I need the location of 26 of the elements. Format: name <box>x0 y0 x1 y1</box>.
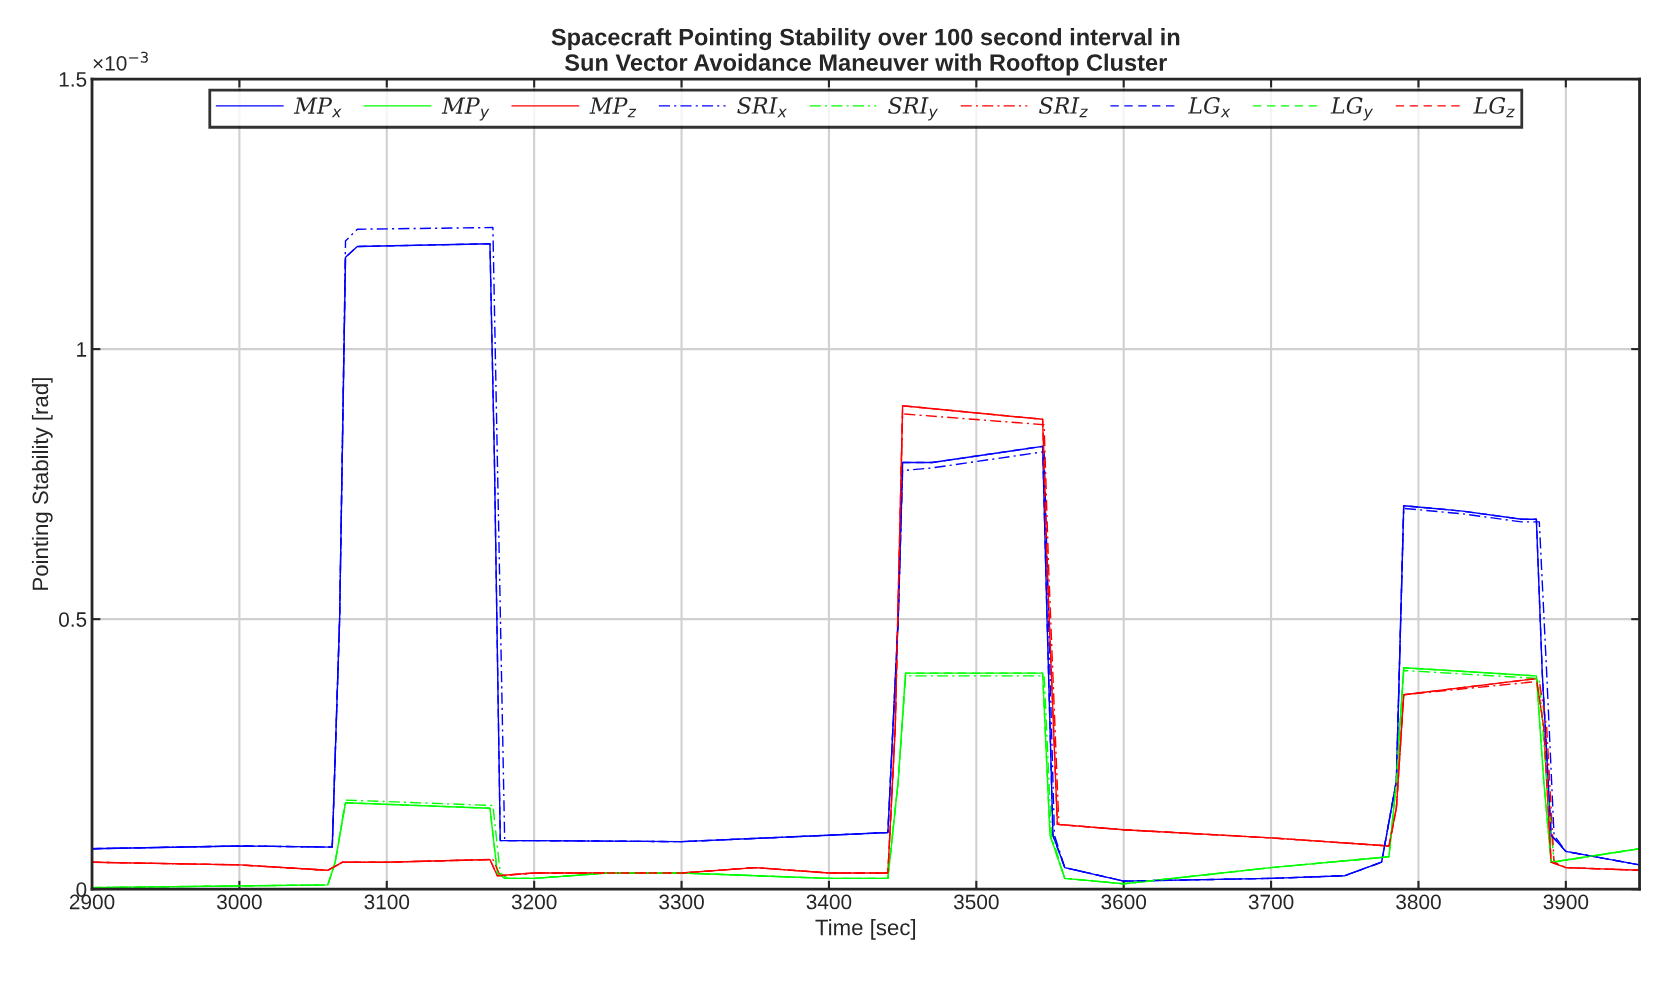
x-tick-label: 3300 <box>659 894 704 910</box>
legend-label: MP$_{z}$ <box>589 97 637 118</box>
x-tick-label: 3500 <box>953 894 999 910</box>
legend-label: SRI$_{y}$ <box>888 97 938 121</box>
x-axis-title: Time [sec] <box>815 919 916 940</box>
x-tick-label: 3900 <box>1543 894 1589 910</box>
x-tick-label: 3200 <box>511 894 557 910</box>
text: ×10$^{−3}$ <box>93 51 148 71</box>
legend-label: MP$_{x}$ <box>293 97 342 118</box>
chart-title: Spacecraft Pointing Stability over 100 second interval in Sun Vector Avoidance Maneuver with Rooftop Cluster <box>551 28 1180 76</box>
y-axis-title: Pointing Stability [rad] <box>31 378 53 590</box>
x-tick-label: 3100 <box>364 894 410 910</box>
x-tick-label: 3700 <box>1248 894 1294 910</box>
x-tick-label: 3000 <box>217 894 262 910</box>
legend-label: LG$_{z}$ <box>1473 97 1515 118</box>
x-tick-label: 3400 <box>806 894 852 910</box>
legend-label: SRI$_{x}$ <box>737 97 787 118</box>
legend-label: LG$_{x}$ <box>1187 97 1231 118</box>
x-tick-label: 3800 <box>1396 894 1441 910</box>
legend-label: SRI$_{z}$ <box>1039 97 1088 118</box>
legend-label: MP$_{y}$ <box>441 97 490 121</box>
y-tick-label: 1.5 <box>59 72 87 87</box>
y-tick-label: 1 <box>77 342 87 357</box>
y-tick-label: 0.5 <box>59 612 87 627</box>
legend-label: LG$_{y}$ <box>1330 97 1373 121</box>
x-tick-label: 3600 <box>1101 894 1147 910</box>
